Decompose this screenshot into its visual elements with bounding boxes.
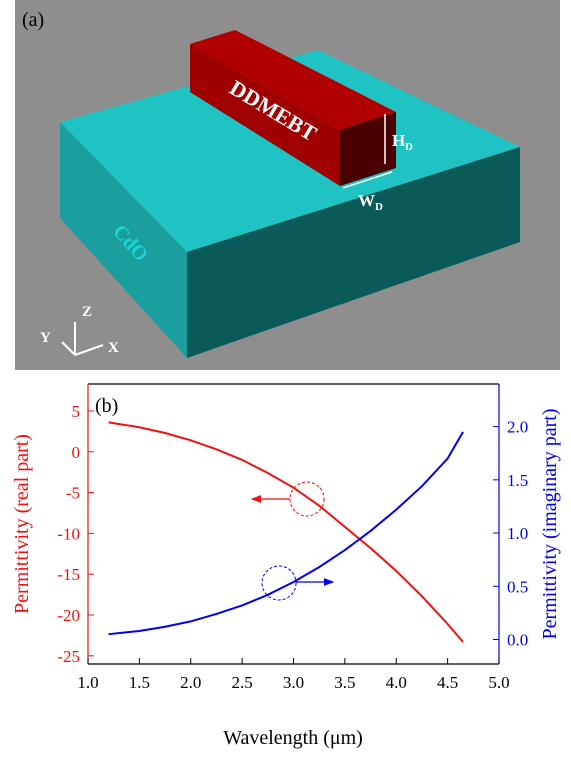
y-tick-label: -20 [57, 606, 80, 625]
y2-tick-label: 1.0 [507, 524, 528, 543]
y-tick-label: -10 [57, 524, 80, 543]
y2-tick-label: 0.0 [507, 631, 528, 650]
series-line [109, 422, 463, 642]
y-tick-label: 5 [72, 402, 81, 421]
y2-tick-label: 0.5 [507, 577, 528, 596]
panel-label: (a) [22, 9, 44, 31]
height-symbol: H [392, 131, 405, 150]
y-tick-label: -25 [57, 647, 80, 666]
x-tick-label: 2.5 [232, 673, 253, 692]
y-tick-label: 0 [72, 443, 81, 462]
y-tick-label: -15 [57, 565, 80, 584]
width-subscript: D [375, 201, 383, 213]
height-subscript: D [405, 141, 413, 153]
figure: (a) DDMEBT CdO H D W D Z Y X (b) Wavelen… [0, 0, 571, 753]
axis-x-label: X [108, 340, 119, 356]
panel-b: (b) Wavelength (μm) Permittivity (real p… [11, 384, 561, 749]
y2-tick-label: 2.0 [507, 418, 528, 437]
x-axis-title: Wavelength (μm) [223, 727, 363, 749]
x-tick-label: 1.0 [77, 673, 98, 692]
real-marker-circle [290, 482, 324, 516]
x-tick-label: 5.0 [488, 673, 509, 692]
x-tick-label: 3.5 [334, 673, 355, 692]
y-axis-title: Permittivity (real part) [11, 434, 33, 614]
y2-tick-label: 1.5 [507, 471, 528, 490]
panel-a: (a) DDMEBT CdO H D W D Z Y X [15, 0, 560, 370]
width-symbol: W [358, 191, 375, 210]
y2-axis-title: Permittivity (imaginary part) [539, 408, 561, 639]
y-tick-label: -5 [66, 484, 80, 503]
axis-y-label: Y [40, 330, 51, 346]
axis-z-label: Z [82, 304, 92, 320]
x-tick-label: 4.0 [386, 673, 407, 692]
series-line [109, 432, 463, 634]
x-tick-label: 1.5 [129, 673, 150, 692]
x-tick-label: 3.0 [283, 673, 304, 692]
x-tick-label: 2.0 [180, 673, 201, 692]
x-tick-label: 4.5 [437, 673, 458, 692]
panel-label: (b) [95, 395, 118, 417]
